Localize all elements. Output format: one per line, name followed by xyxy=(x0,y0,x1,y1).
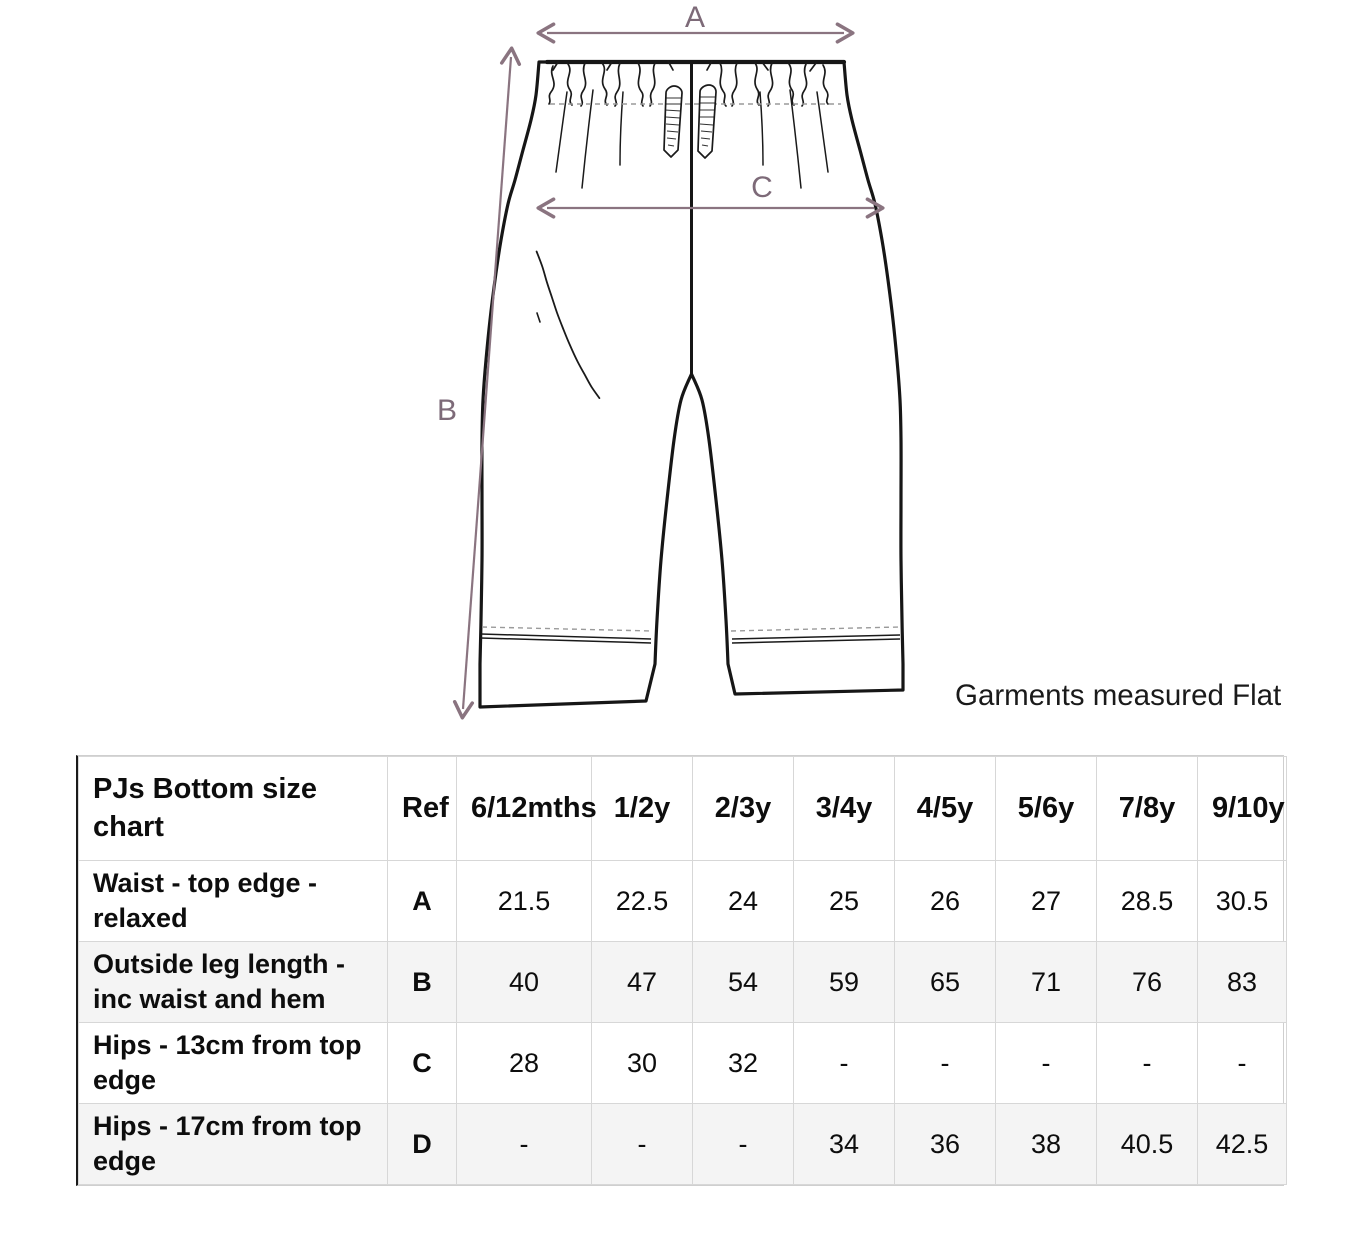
svg-text:A: A xyxy=(685,1,705,34)
svg-text:B: B xyxy=(437,394,457,427)
svg-text:C: C xyxy=(751,171,773,204)
svg-text:Garments measured Flat: Garments measured Flat xyxy=(955,679,1281,712)
